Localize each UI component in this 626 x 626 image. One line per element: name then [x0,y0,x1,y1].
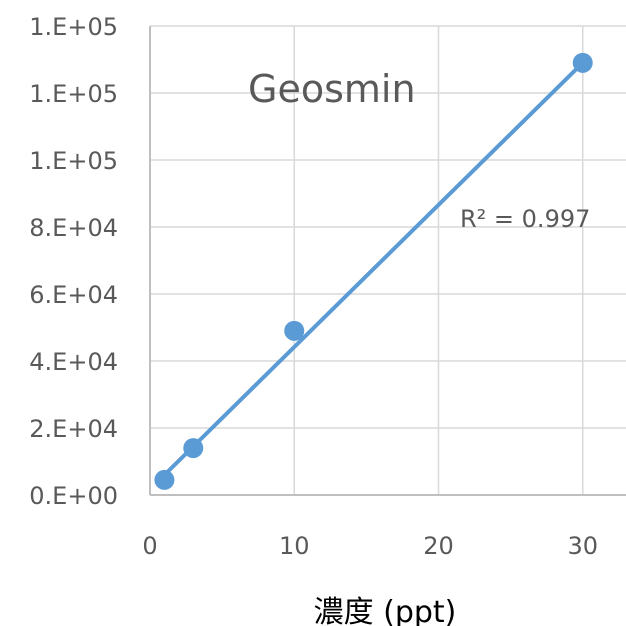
y-tick-label: 0.E+00 [29,482,118,510]
x-tick-label: 0 [142,532,157,560]
y-tick-label: 1.E+05 [29,13,118,41]
y-tick-label: 1.E+05 [29,147,118,175]
linear-trendline [162,60,585,477]
chart-title: Geosmin [248,67,416,111]
y-tick-label: 4.E+04 [29,348,118,376]
x-axis-title: 濃度 (ppt) [314,595,457,626]
grid-layer [150,25,626,495]
y-tick-labels: 0.E+00 2.E+04 4.E+04 6.E+04 8.E+04 1.E+05 1.E+… [29,13,118,510]
data-point [183,438,204,459]
y-tick-label: 1.E+05 [29,80,118,108]
x-tick-label: 30 [567,532,598,560]
y-tick-label: 8.E+04 [29,214,118,242]
r-squared-label: R² = 0.997 [460,205,590,233]
y-tick-label: 6.E+04 [29,281,118,309]
data-point [572,52,593,73]
x-tick-label: 20 [423,532,454,560]
axis-layer [149,26,626,496]
trendline-layer [162,60,585,477]
x-tick-labels: 0 10 20 30 [142,532,598,560]
data-point [284,320,305,341]
y-tick-label: 2.E+04 [29,415,118,443]
data-point [154,469,175,490]
x-tick-label: 10 [279,532,310,560]
data-points [154,52,593,490]
